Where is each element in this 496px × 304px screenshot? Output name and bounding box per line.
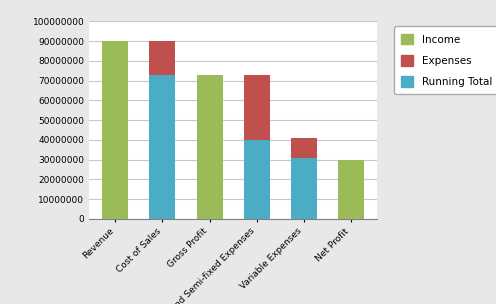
Bar <box>196 74 223 219</box>
Bar <box>338 160 364 219</box>
Bar <box>244 140 270 219</box>
Bar <box>149 74 176 219</box>
Bar <box>149 41 176 74</box>
Bar <box>291 138 317 157</box>
Bar <box>102 41 128 219</box>
Bar <box>244 74 270 140</box>
Legend: Income, Expenses, Running Total: Income, Expenses, Running Total <box>394 26 496 95</box>
Bar <box>291 157 317 219</box>
